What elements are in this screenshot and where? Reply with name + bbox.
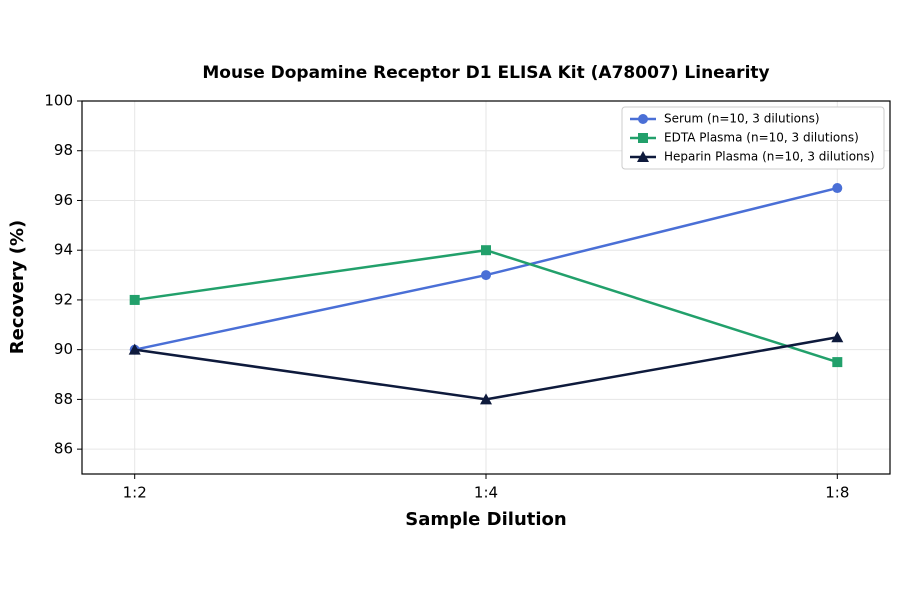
x-tick-label: 1:8 [825, 484, 849, 502]
y-tick-label: 92 [54, 290, 73, 308]
marker [637, 151, 649, 162]
marker [638, 133, 648, 143]
y-tick-label: 86 [54, 440, 73, 458]
legend-label: Serum (n=10, 3 dilutions) [664, 112, 820, 126]
legend-label: EDTA Plasma (n=10, 3 dilutions) [664, 131, 859, 145]
legend-box [621, 106, 885, 170]
marker [831, 331, 844, 343]
legend-label: Heparin Plasma (n=10, 3 dilutions) [664, 150, 875, 164]
marker [638, 114, 648, 124]
marker [481, 245, 491, 256]
plot-frame [81, 100, 891, 475]
y-tick-label: 94 [54, 241, 73, 259]
chart-title: Mouse Dopamine Receptor D1 ELISA Kit (A7… [202, 63, 769, 83]
y-tick-label: 100 [44, 92, 73, 110]
x-tick-label: 1:2 [123, 484, 147, 502]
y-tick-label: 90 [54, 340, 73, 358]
marker [481, 270, 491, 281]
y-tick-label: 88 [54, 390, 73, 408]
x-tick-label: 1:4 [474, 484, 498, 502]
marker [129, 294, 140, 305]
marker [832, 183, 843, 194]
marker [832, 357, 843, 368]
marker [128, 343, 141, 355]
y-tick-label: 96 [54, 191, 73, 209]
x-axis-label: Sample Dilution [405, 509, 566, 530]
y-tick-label: 98 [54, 141, 73, 159]
marker [480, 393, 492, 405]
y-axis-label: Recovery (%) [7, 220, 28, 354]
